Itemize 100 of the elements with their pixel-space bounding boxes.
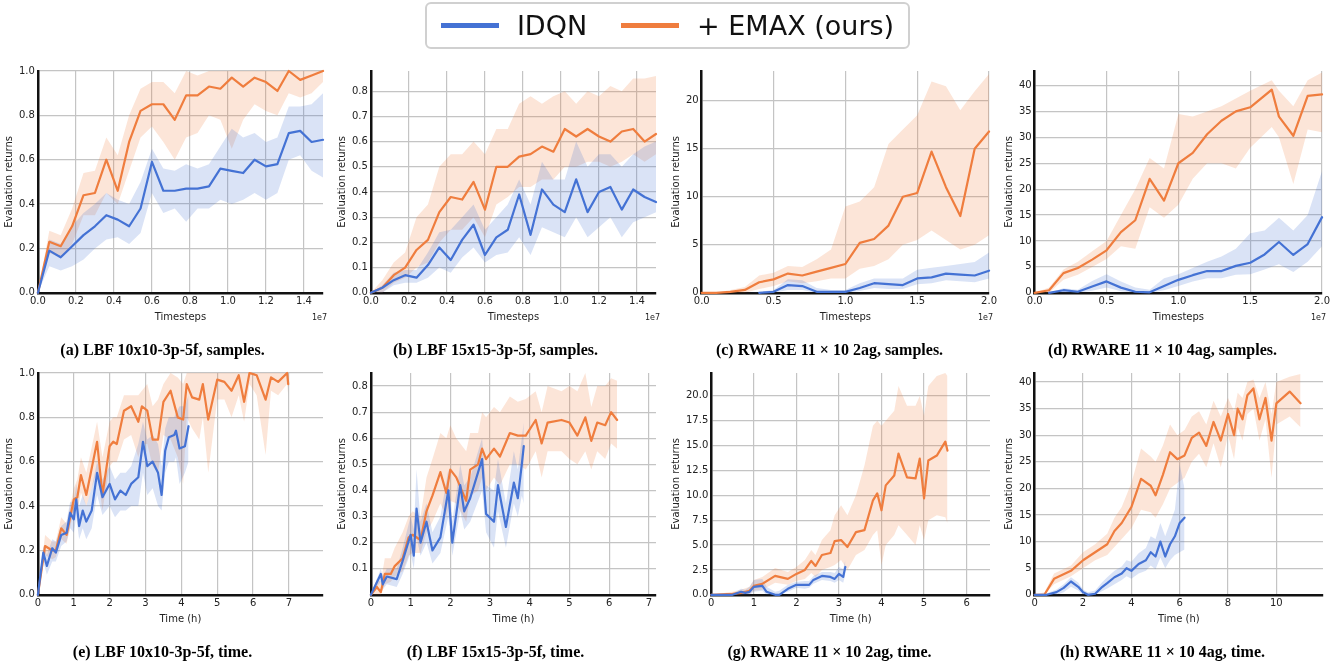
y-tick-label: 10	[1018, 234, 1032, 246]
x-axis-title: Time (h)	[491, 613, 535, 625]
x-axis-title: Time (h)	[1156, 613, 1200, 625]
x-tick-label: 0.6	[476, 295, 493, 307]
x-tick-label: 10	[1270, 597, 1283, 609]
y-axis-title: Evaluation returns	[335, 438, 347, 530]
x-tick-label: 6	[605, 597, 613, 609]
y-tick-label: 0.0	[352, 286, 368, 298]
y-tick-label: 0.2	[19, 544, 35, 556]
y-tick-label: 5	[1025, 561, 1032, 573]
text: 1e7	[311, 312, 327, 322]
y-tick-label: 0.6	[352, 431, 368, 443]
legend-label: + EMAX (ours)	[697, 10, 895, 41]
x-tick-label: 6	[249, 597, 257, 609]
y-tick-label: 10	[685, 190, 699, 202]
y-tick-label: 20	[685, 94, 699, 106]
y-tick-label: 0.1	[352, 562, 368, 574]
x-tick-label: 7	[645, 597, 653, 609]
y-axis-title: Evaluation returns	[2, 438, 14, 530]
x-tick-label: 6	[1176, 597, 1183, 609]
y-tick-label: 10	[1018, 535, 1032, 547]
y-tick-label: 0.4	[352, 185, 368, 197]
text: (e) LBF 10x10-3p-5f, time.	[72, 642, 253, 661]
y-tick-label: 15	[1018, 508, 1032, 520]
y-tick-label: 0.6	[19, 153, 35, 165]
text: 1e7	[644, 312, 660, 322]
x-tick-label: 1.5	[1242, 295, 1259, 307]
y-tick-label: 35	[1018, 402, 1032, 414]
y-tick-label: 0.6	[352, 135, 368, 147]
x-tick-label: 0.0	[29, 295, 46, 307]
y-tick-label: 5.0	[692, 538, 709, 550]
y-tick-label: 0.2	[352, 235, 368, 247]
y-tick-label: 0.4	[352, 484, 368, 496]
x-axis-title: Timesteps	[153, 311, 207, 323]
y-tick-label: 0.7	[352, 405, 368, 417]
y-tick-label: 15	[685, 142, 699, 154]
y-tick-label: 0.0	[19, 588, 35, 600]
x-tick-label: 0.8	[515, 295, 531, 307]
x-tick-label: 1.5	[909, 295, 926, 307]
y-tick-label: 0.6	[19, 455, 35, 467]
x-tick-label: 1.0	[837, 295, 854, 307]
x-tick-label: 5	[214, 597, 221, 609]
y-tick-label: 2.5	[692, 563, 709, 575]
x-tick-label: 3	[835, 597, 843, 609]
x-tick-label: 1	[70, 597, 77, 609]
x-tick-label: 1.0	[220, 295, 236, 307]
y-axis-title: Evaluation returns	[1002, 438, 1014, 530]
y-tick-label: 0.8	[19, 108, 35, 120]
y-tick-label: 1.0	[19, 366, 35, 378]
x-tick-label: 5	[920, 597, 928, 609]
x-tick-label: 2	[793, 597, 800, 609]
x-tick-label: 2.0	[1314, 295, 1330, 307]
text: (b) LBF 15x15-3p-5f, samples.	[392, 340, 599, 359]
y-axis-title: Evaluation returns	[669, 136, 681, 228]
x-tick-label: 0.4	[105, 295, 122, 307]
x-tick-label: 2	[1079, 597, 1087, 609]
y-tick-label: 15	[1018, 208, 1032, 220]
text: 1e7	[977, 312, 994, 322]
y-tick-label: 0.0	[692, 588, 709, 600]
y-tick-label: 1.0	[19, 64, 35, 76]
y-tick-label: 10.0	[686, 488, 709, 500]
x-tick-label: 1.0	[1170, 295, 1187, 307]
y-axis-title: Evaluation returns	[2, 136, 14, 228]
x-tick-label: 1.2	[591, 295, 607, 307]
y-tick-label: 20	[1018, 182, 1032, 194]
text: (d) RWARE 11 × 10 4ag, samples.	[1047, 340, 1278, 359]
y-tick-label: 20	[1018, 482, 1032, 494]
y-tick-label: 0	[692, 286, 699, 298]
text: 1e7	[1310, 312, 1327, 322]
y-tick-label: 0.8	[19, 410, 35, 422]
y-tick-label: 0	[1025, 588, 1032, 600]
y-tick-label: 0.4	[19, 499, 35, 511]
y-tick-label: 7.5	[692, 513, 709, 525]
y-tick-label: 17.5	[686, 414, 709, 426]
y-tick-label: 35	[1018, 105, 1032, 117]
x-tick-label: 1.4	[296, 295, 312, 307]
y-tick-label: 0.0	[19, 286, 35, 298]
x-tick-label: 0.5	[765, 295, 782, 307]
x-tick-label: 0.4	[438, 295, 455, 307]
x-axis-title: Timesteps	[1151, 311, 1205, 323]
x-tick-label: 4	[878, 597, 885, 609]
y-tick-label: 40	[1018, 375, 1032, 387]
x-tick-label: 3	[142, 597, 149, 609]
y-tick-label: 0.2	[352, 536, 368, 548]
y-axis-title: Evaluation returns	[669, 438, 681, 530]
x-axis-title: Timesteps	[818, 311, 872, 323]
x-tick-label: 0.2	[400, 295, 417, 307]
x-tick-label: 8	[1224, 597, 1232, 609]
x-tick-label: 0.8	[182, 295, 198, 307]
y-tick-label: 0.5	[352, 160, 368, 172]
y-tick-label: 5	[1025, 260, 1032, 272]
y-tick-label: 0.3	[352, 210, 368, 222]
y-tick-label: 0.5	[352, 457, 368, 469]
x-tick-label: 0.5	[1098, 295, 1115, 307]
x-tick-label: 6	[963, 597, 970, 609]
y-tick-label: 0.8	[352, 379, 368, 391]
x-tick-label: 2.0	[981, 295, 997, 307]
y-tick-label: 20.0	[686, 389, 709, 401]
text: (g) RWARE 11 × 10 2ag, time.	[727, 642, 932, 661]
text: (f) LBF 15x15-3p-5f, time.	[406, 642, 585, 661]
